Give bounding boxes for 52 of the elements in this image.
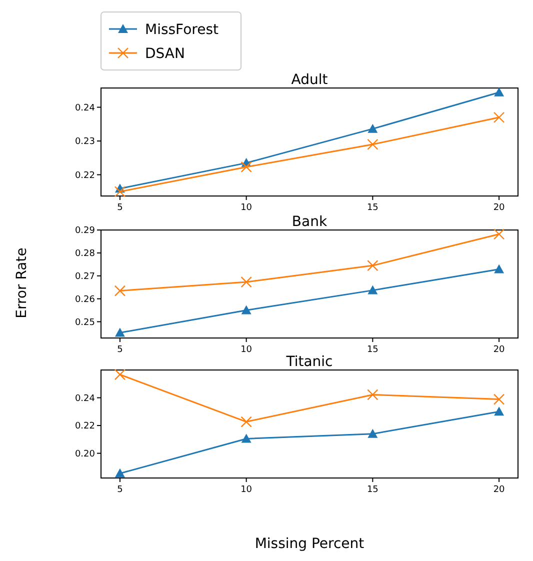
point (368, 285, 378, 294)
y-tick-label: 0.28 (74, 249, 96, 260)
point (240, 276, 252, 288)
x-axis-title: Missing Percent (254, 536, 365, 552)
x-tick-label: 20 (493, 345, 506, 355)
point (240, 161, 252, 173)
x-tick-label: 15 (366, 203, 378, 213)
point (493, 112, 505, 123)
point (241, 305, 252, 314)
point (114, 328, 125, 337)
x-tick-label: 20 (493, 485, 506, 495)
point (494, 264, 504, 274)
x-tick-label: 10 (240, 345, 252, 355)
point (493, 228, 505, 240)
point (367, 389, 378, 400)
y-tick-label: 0.24 (74, 394, 96, 404)
y-axis-title: Error Rate (14, 248, 30, 318)
legend-label: DSAN (145, 46, 185, 62)
chart-title: Titanic (285, 354, 333, 370)
point (368, 124, 378, 133)
x-tick-label: 15 (366, 345, 378, 355)
y-tick-label: 0.26 (74, 294, 96, 305)
point (367, 138, 378, 150)
x-tick-label: 20 (493, 203, 506, 213)
point (494, 406, 504, 416)
point (114, 285, 126, 296)
point (494, 87, 504, 96)
y-tick-label: 0.20 (74, 449, 96, 460)
y-tick-label: 0.25 (74, 318, 95, 328)
chart-title: Bank (292, 214, 328, 230)
x-tick-label: 5 (117, 345, 123, 355)
point (241, 434, 252, 443)
point (367, 260, 378, 272)
y-tick-label: 0.24 (74, 103, 96, 114)
legend-label: MissForest (145, 22, 220, 38)
x-tick-label: 10 (240, 203, 252, 213)
y-tick-label: 0.29 (74, 226, 96, 236)
point (114, 468, 125, 478)
y-tick-label: 0.22 (74, 422, 95, 432)
y-tick-label: 0.22 (74, 170, 95, 181)
x-tick-label: 5 (117, 485, 123, 495)
point (240, 416, 252, 428)
point (114, 186, 126, 198)
point (114, 368, 126, 380)
y-tick-label: 0.27 (74, 272, 95, 282)
chart-title: Adult (291, 72, 328, 88)
point (493, 394, 505, 405)
x-tick-label: 10 (240, 485, 252, 495)
y-tick-label: 0.23 (74, 137, 95, 148)
x-tick-label: 15 (366, 485, 378, 495)
point (368, 428, 378, 438)
x-tick-label: 5 (117, 203, 123, 213)
